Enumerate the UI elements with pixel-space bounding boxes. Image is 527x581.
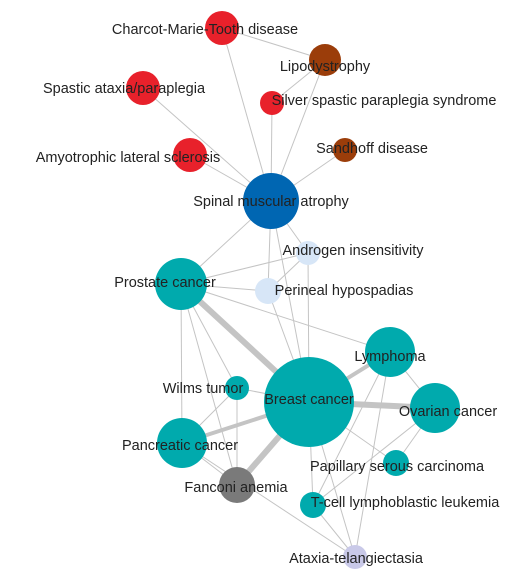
- node-label-lymphoma: Lymphoma: [354, 349, 426, 365]
- edge-cmt-sma: [221, 27, 272, 202]
- node-label-spastic: Spastic ataxia/paraplegia: [43, 81, 206, 97]
- node-label-silver: Silver spastic paraplegia syndrome: [272, 93, 497, 109]
- node-label-tcell: T-cell lymphoblastic leukemia: [311, 495, 501, 511]
- node-tcell: [300, 492, 326, 518]
- node-prostate: [155, 258, 207, 310]
- edge-spastic-sma: [142, 87, 272, 202]
- edge-lymphoma-tcell: [312, 351, 391, 506]
- edge-pancreatic-ataxia: [181, 442, 356, 558]
- node-lipo: [309, 44, 341, 76]
- node-label-prostate: Prostate cancer: [114, 275, 216, 291]
- node-fanconi: [219, 467, 255, 503]
- node-label-papillary: Papillary serous carcinoma: [310, 459, 485, 475]
- node-androgen: [296, 241, 320, 265]
- node-label-perineal: Perineal hypospadias: [275, 283, 414, 299]
- node-lymphoma: [365, 327, 415, 377]
- edge-cmt-lipo: [221, 27, 326, 61]
- node-ovarian: [410, 383, 460, 433]
- node-label-wilms: Wilms tumor: [163, 381, 244, 397]
- node-wilms: [225, 376, 249, 400]
- node-cmt: [205, 11, 239, 45]
- nodes-layer: [126, 11, 460, 569]
- node-label-pancreatic: Pancreatic cancer: [122, 438, 238, 454]
- node-label-sandhoff: Sandhoff disease: [316, 141, 428, 157]
- node-sma: [243, 173, 299, 229]
- node-label-lipo: Lipodystrophy: [280, 59, 371, 75]
- node-label-ataxia: Ataxia-telangiectasia: [289, 551, 424, 567]
- node-label-sma: Spinal muscular atrophy: [193, 194, 349, 210]
- node-pancreatic: [157, 418, 207, 468]
- edge-ovarian-tcell: [312, 407, 436, 506]
- node-sandhoff: [333, 138, 357, 162]
- edge-prostate-pancreatic: [180, 283, 183, 444]
- node-als: [173, 138, 207, 172]
- node-spastic: [126, 71, 160, 105]
- node-label-androgen: Androgen insensitivity: [282, 243, 424, 259]
- node-label-breast: Breast cancer: [264, 392, 354, 408]
- node-silver: [260, 91, 284, 115]
- node-perineal: [255, 278, 281, 304]
- edge-lymphoma-ataxia: [354, 351, 391, 558]
- edge-prostate-fanconi: [180, 283, 238, 486]
- node-papillary: [383, 450, 409, 476]
- node-ataxia: [343, 545, 367, 569]
- node-label-fanconi: Fanconi anemia: [184, 480, 288, 496]
- node-breast: [264, 357, 354, 447]
- node-label-cmt: Charcot-Marie-Tooth disease: [112, 22, 298, 38]
- edge-prostate-lymphoma: [180, 283, 391, 353]
- node-label-ovarian: Ovarian cancer: [399, 404, 497, 420]
- node-label-als: Amyotrophic lateral sclerosis: [36, 150, 221, 166]
- labels-layer: Charcot-Marie-Tooth disease Lipodystrophy…: [36, 22, 500, 567]
